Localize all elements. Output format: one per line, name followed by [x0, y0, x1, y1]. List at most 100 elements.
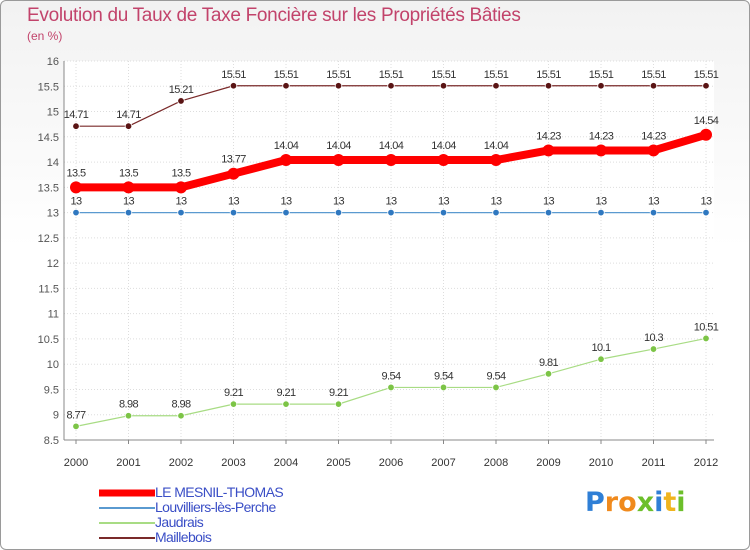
data-point — [647, 144, 660, 157]
data-label: 9.21 — [329, 387, 348, 399]
data-label: 14.04 — [274, 140, 299, 152]
data-label: 15.51 — [221, 69, 246, 81]
data-point — [229, 400, 238, 408]
x-tick-label: 2007 — [431, 457, 455, 469]
data-point — [227, 167, 240, 180]
data-label: 10.1 — [591, 342, 610, 354]
legend-label: LE MESNIL-THOMAS — [155, 484, 284, 500]
x-tick-label: 2004 — [274, 457, 298, 469]
data-label: 8.77 — [66, 409, 85, 421]
data-point — [177, 412, 185, 420]
data-point — [649, 82, 658, 90]
x-tick-label: 2011 — [642, 457, 666, 469]
data-point — [597, 82, 605, 90]
data-point — [332, 154, 345, 167]
data-label: 15.51 — [379, 69, 404, 81]
data-point — [124, 122, 133, 130]
data-point — [439, 208, 448, 217]
data-point — [439, 82, 448, 90]
logo-letter: t — [663, 487, 677, 518]
data-label: 13 — [123, 196, 135, 208]
x-tick-label: 2006 — [379, 457, 403, 469]
data-point — [595, 144, 607, 157]
data-label: 15.51 — [641, 69, 666, 81]
data-label: 9.81 — [539, 357, 558, 369]
y-tick-label: 9 — [53, 410, 59, 422]
data-label: 10.3 — [644, 332, 663, 344]
data-point — [544, 82, 553, 90]
data-point — [124, 208, 133, 217]
data-point — [649, 345, 658, 353]
legend-item: Jaudrais — [99, 514, 359, 530]
data-label: 9.54 — [434, 370, 453, 382]
data-point — [387, 383, 395, 392]
data-point — [492, 82, 500, 90]
data-label: 15.51 — [589, 69, 614, 81]
data-label: 14.04 — [431, 140, 456, 152]
data-label: 13.5 — [66, 167, 85, 179]
data-point — [700, 128, 712, 141]
data-label: 13 — [228, 196, 240, 208]
data-label: 14.71 — [116, 109, 141, 121]
data-label: 15.51 — [274, 69, 299, 81]
data-label: 9.21 — [276, 387, 295, 399]
data-point — [702, 334, 710, 343]
data-point — [175, 181, 187, 194]
x-tick-label: 2000 — [64, 457, 88, 469]
legend-item: Louvilliers-lès-Perche — [99, 499, 359, 515]
legend-label: Jaudrais — [155, 514, 204, 530]
data-label: 14.23 — [641, 130, 666, 142]
x-tick-label: 2010 — [589, 457, 613, 469]
data-label: 14.23 — [536, 130, 561, 142]
data-point — [334, 208, 343, 217]
data-point — [544, 208, 553, 217]
data-label: 14.04 — [379, 140, 404, 152]
y-tick-label: 16 — [47, 56, 59, 68]
data-point — [492, 208, 500, 217]
data-point — [177, 97, 185, 105]
data-label: 15.51 — [536, 69, 561, 81]
y-tick-label: 12 — [47, 258, 59, 270]
x-tick-label: 2012 — [694, 457, 718, 469]
data-point — [387, 208, 395, 217]
data-label: 14.54 — [694, 115, 719, 127]
legend-swatch — [99, 489, 155, 496]
y-tick-label: 11 — [48, 309, 59, 321]
data-point — [439, 383, 448, 392]
x-tick-label: 2005 — [326, 457, 350, 469]
data-label: 13 — [490, 196, 502, 208]
x-tick-label: 2003 — [221, 457, 245, 469]
x-tick-label: 2002 — [169, 457, 193, 469]
x-tick-label: 2009 — [536, 457, 560, 469]
logo-letter: x — [636, 487, 655, 518]
legend-swatch — [99, 536, 155, 539]
data-label: 13.77 — [221, 154, 246, 166]
data-label: 13 — [175, 196, 187, 208]
data-label: 13 — [648, 196, 660, 208]
data-point — [280, 154, 292, 167]
y-unit-label: (en %) — [27, 29, 63, 43]
y-tick-label: 15 — [47, 107, 59, 119]
legend-label: Louvilliers-lès-Perche — [155, 499, 276, 515]
x-tick-label: 2008 — [484, 457, 508, 469]
data-label: 9.21 — [224, 387, 243, 399]
data-point — [229, 208, 238, 217]
data-label: 14.04 — [326, 140, 351, 152]
data-label: 13 — [438, 196, 450, 208]
chart-legend: LE MESNIL-THOMAS Louvilliers-lès-Perche Ja… — [99, 484, 359, 545]
data-label: 13 — [280, 196, 292, 208]
data-label: 13 — [385, 196, 397, 208]
data-point — [649, 208, 658, 217]
data-label: 15.51 — [694, 69, 719, 81]
chart-title: Evolution du Taux de Taxe Foncière sur l… — [27, 5, 521, 26]
y-tick-label: 14.5 — [38, 132, 59, 144]
data-point — [282, 400, 290, 408]
data-label: 9.54 — [381, 370, 400, 382]
data-point — [542, 144, 555, 157]
data-label: 8.98 — [171, 399, 190, 411]
logo-letter: i — [676, 487, 686, 518]
legend-swatch — [99, 506, 155, 509]
data-point — [124, 412, 133, 420]
data-point — [387, 82, 395, 90]
